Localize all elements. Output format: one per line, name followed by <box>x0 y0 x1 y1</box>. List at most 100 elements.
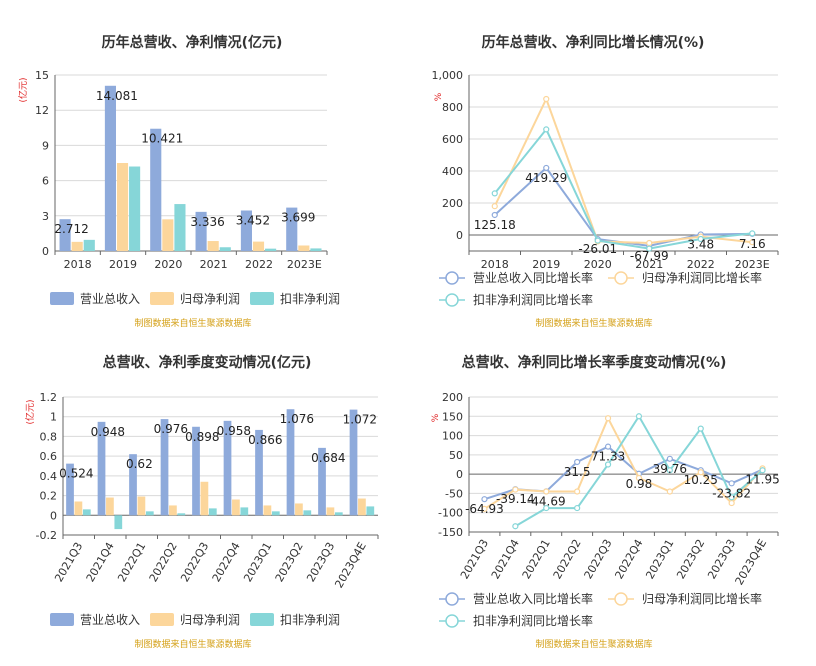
y-axis-unit: (亿元) <box>24 399 36 424</box>
bar-1-2022Q3 <box>192 426 200 516</box>
x-tick-label: 2023Q2 <box>273 540 306 584</box>
chart-title: 历年总营收、净利同比增长情况(%) <box>482 34 705 51</box>
y-tick-label: 0.6 <box>40 450 58 463</box>
y-tick-label: -150 <box>438 526 463 539</box>
y-tick-label: 0.2 <box>40 490 58 503</box>
bar-1-2022Q2 <box>160 419 169 516</box>
series-point-2 <box>543 95 550 103</box>
legend-label-3: 扣非净利润同比增长率 <box>473 292 593 307</box>
y-tick-label: -0.2 <box>36 529 57 542</box>
bar-1-2021Q3 <box>66 463 74 516</box>
y-tick-label: 0 <box>456 468 463 481</box>
series-point-3 <box>646 245 653 252</box>
bar-2-2023Q2 <box>295 503 303 516</box>
data-label: 10.25 <box>684 473 718 487</box>
bar-3-2021Q4 <box>114 515 123 530</box>
series-point-2 <box>491 203 498 210</box>
source-note: 制图数据来自恒生聚源数据库 <box>535 317 652 329</box>
legend-label-1: 营业总收入同比增长率 <box>473 270 593 285</box>
x-tick-label: 2021Q4 <box>489 537 522 581</box>
bar-1-2023E <box>286 207 298 251</box>
legend-swatch-1 <box>50 613 74 626</box>
x-tick-label: 2022 <box>687 258 715 271</box>
bar-1-2023Q2 <box>286 409 295 516</box>
bar-3-2023Q1 <box>271 511 280 516</box>
chart-panel-4: 总营收、净利同比增长率季度变动情况(%)% -150 -100 -50 0 50 100 15… <box>431 354 780 650</box>
series-point-2 <box>574 488 581 495</box>
y-tick-label: -50 <box>445 487 463 500</box>
x-tick-label: 2021Q3 <box>52 540 85 584</box>
x-tick-label: 2019 <box>532 258 560 271</box>
data-label: 14.081 <box>96 89 138 103</box>
y-tick-label: 15 <box>35 69 49 82</box>
chart-title: 总营收、净利同比增长率季度变动情况(%) <box>462 354 727 371</box>
y-tick-label: 200 <box>442 197 463 210</box>
y-tick-label: 0 <box>50 509 57 522</box>
x-tick-label: 2018 <box>64 258 92 271</box>
legend-marker-3 <box>445 293 459 307</box>
bar-3-2021Q3 <box>82 509 91 516</box>
legend-swatch-1 <box>50 292 74 305</box>
x-tick-label: 2022Q1 <box>115 540 148 584</box>
data-label: -67.99 <box>630 249 669 263</box>
x-tick-label: 2022Q3 <box>178 540 211 584</box>
y-tick-label: 400 <box>442 165 463 178</box>
bar-3-2020 <box>174 204 186 251</box>
data-label: 419.29 <box>525 171 567 185</box>
data-label: -44.69 <box>527 494 566 508</box>
bar-3-2022Q4 <box>240 507 249 516</box>
series-point-3 <box>697 425 704 432</box>
x-tick-label: 2022Q4 <box>612 537 645 581</box>
legend-label-2: 归母净利润同比增长率 <box>642 270 762 285</box>
bar-2-2020 <box>162 219 174 251</box>
bar-3-2022Q1 <box>145 511 154 516</box>
chart-panel-2: 历年总营收、净利同比增长情况(%)% 0 200 400 600 800 1,000 2018… <box>432 34 779 329</box>
y-tick-label: 1,000 <box>432 69 464 82</box>
bar-2-2021Q4 <box>106 497 114 516</box>
data-label: 2.712 <box>54 222 88 236</box>
y-tick-label: 200 <box>442 391 463 404</box>
legend-marker-2 <box>614 592 628 606</box>
x-tick-label: 2023Q4E <box>733 537 770 587</box>
data-label: 3.336 <box>190 215 224 229</box>
x-tick-label: 2023E <box>287 258 322 271</box>
chart-panel-3: 总营收、净利季度变动情况(亿元) (亿元) -0.2 0 0.2 0.4 0.6 0.8 1 1.… <box>24 354 379 650</box>
bar-1-2023Q3 <box>318 447 326 516</box>
data-label: -23.82 <box>712 486 751 500</box>
legend-label-3: 扣非净利润 <box>280 292 340 306</box>
bar-2-2023Q4E <box>358 498 366 516</box>
legend-swatch-3 <box>250 292 274 305</box>
series-point-3 <box>491 190 498 197</box>
data-label: 125.18 <box>474 218 516 232</box>
bar-1-2021 <box>195 211 207 251</box>
bar-2-2023Q3 <box>326 507 335 516</box>
x-tick-label: 2022Q4 <box>210 540 243 584</box>
bar-2-2022Q1 <box>137 496 146 516</box>
y-tick-label: 50 <box>449 449 463 462</box>
y-tick-label: 1 <box>50 411 57 424</box>
x-tick-label: 2021 <box>200 258 228 271</box>
legend-label-3: 扣非净利润 <box>280 613 340 627</box>
bar-3-2022Q3 <box>208 508 217 516</box>
series-point-3 <box>543 504 550 512</box>
data-label: 3.48 <box>687 237 714 251</box>
data-label: 0.866 <box>248 433 282 447</box>
series-point-3 <box>574 504 581 512</box>
x-tick-label: 2023Q1 <box>643 537 676 581</box>
legend-label-2: 归母净利润 <box>180 292 240 306</box>
series-point-2 <box>543 488 550 495</box>
y-tick-label: 150 <box>442 410 463 423</box>
data-label: 71.33 <box>591 450 625 464</box>
x-tick-label: 2023Q2 <box>674 537 707 581</box>
bar-1-2018 <box>59 219 71 251</box>
data-label: -39.14 <box>496 492 535 506</box>
bar-2-2023Q1 <box>263 505 272 516</box>
data-label: 0.948 <box>91 425 125 439</box>
bar-3-2023E <box>310 248 322 251</box>
series-point-3 <box>697 235 704 243</box>
series-point-2 <box>749 239 756 246</box>
x-tick-label: 2022Q2 <box>147 540 180 584</box>
bar-3-2022Q2 <box>177 513 186 516</box>
chart-title: 总营收、净利季度变动情况(亿元) <box>103 354 312 371</box>
legend-marker-2 <box>614 271 628 285</box>
